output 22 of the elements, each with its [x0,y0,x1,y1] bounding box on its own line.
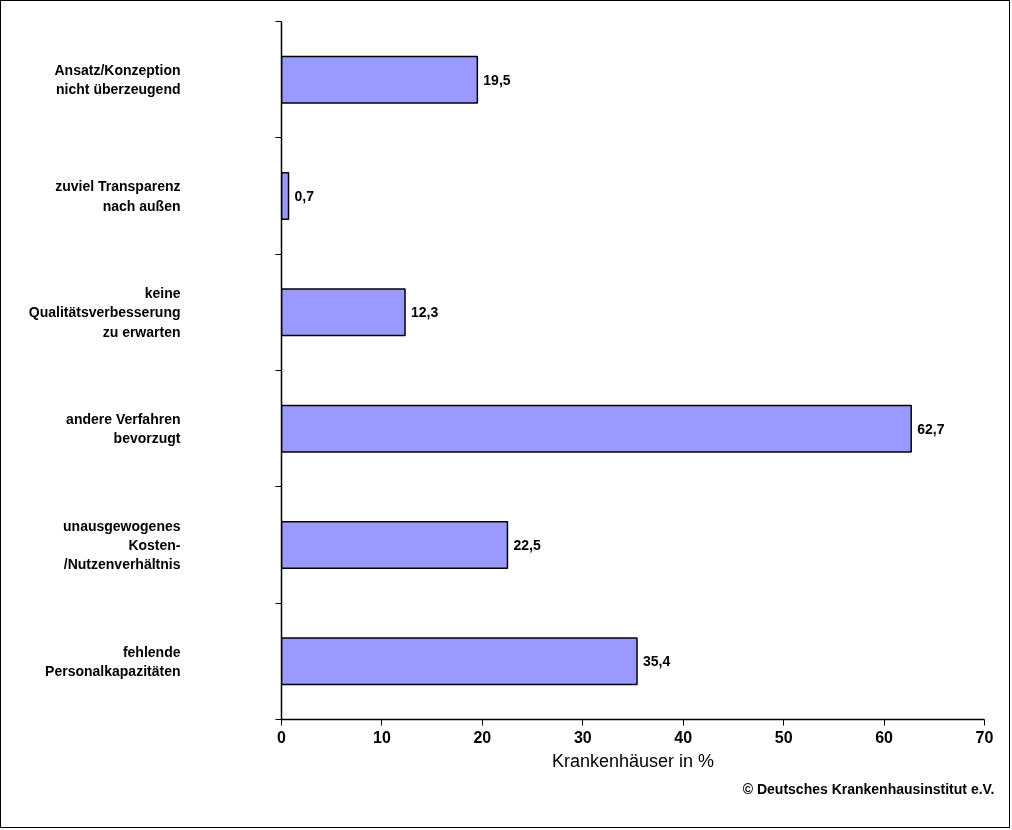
x-tick-label: 0 [277,728,287,746]
y-tick-label: fehlende Personalkapazitäten [45,643,181,679]
y-tick-label: unausgewogenes Kosten- /Nutzenverhältnis [63,517,181,573]
data-label: 22,5 [513,537,541,553]
x-tick-label: 70 [975,728,994,746]
x-tick-label: 20 [473,728,492,746]
x-axis-title: Krankenhäuser in % [551,750,715,771]
x-tick-label: 50 [774,728,793,746]
data-label: 35,4 [643,653,671,670]
x-tick-label: 30 [573,728,592,746]
x-tick-label: 60 [875,728,894,746]
data-label: 12,3 [411,304,439,321]
y-tick-label: andere Verfahren bevorzugt [66,411,181,447]
x-tick-label: 40 [674,728,693,746]
y-tick-label: keine Qualitätsverbesserung zu erwarten [28,285,181,340]
y-tick-label: zuviel Transparenz nach außen [55,178,181,214]
data-label: 19,5 [483,71,511,88]
data-label: 0,7 [294,188,315,204]
x-tick-label: 10 [373,728,391,746]
data-label: 62,7 [917,420,945,437]
text: © Deutsches Krankenhausinstitut e.V. [742,780,995,797]
y-tick-label: Ansatz/Konzeption nicht überzeugend [54,62,181,98]
